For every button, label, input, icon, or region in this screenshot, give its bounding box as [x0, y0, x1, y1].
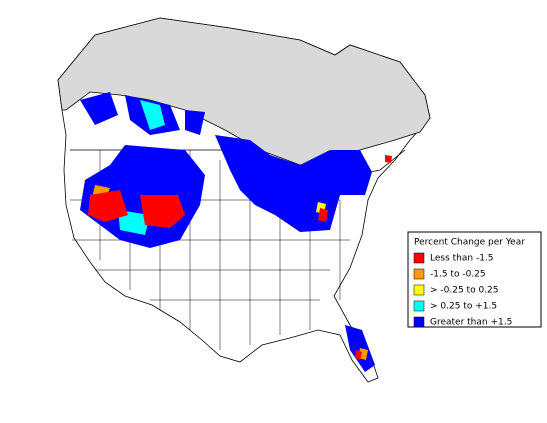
legend-title: Percent Change per Year: [414, 238, 525, 248]
legend-swatch: [413, 300, 425, 312]
legend-label: -1.5 to -0.25: [430, 270, 486, 280]
legend-swatch: [413, 316, 425, 328]
legend-label: > -0.25 to 0.25: [430, 286, 498, 296]
legend-label: Greater than +1.5: [430, 318, 512, 328]
red-area: [88, 155, 392, 360]
trend-areas: [80, 92, 392, 372]
legend-swatch: [413, 268, 425, 280]
cyan-area: [118, 100, 165, 235]
legend-swatch: [413, 284, 425, 296]
legend-label: Less than -1.5: [430, 254, 494, 264]
blue-area: [80, 92, 375, 372]
legend-swatch: [413, 252, 425, 264]
legend-label: > 0.25 to +1.5: [430, 302, 497, 312]
canada-north: [57, 17, 431, 166]
legend: Percent Change per Year Less than -1.5 -1…: [407, 231, 542, 328]
legend-box: [407, 231, 542, 328]
